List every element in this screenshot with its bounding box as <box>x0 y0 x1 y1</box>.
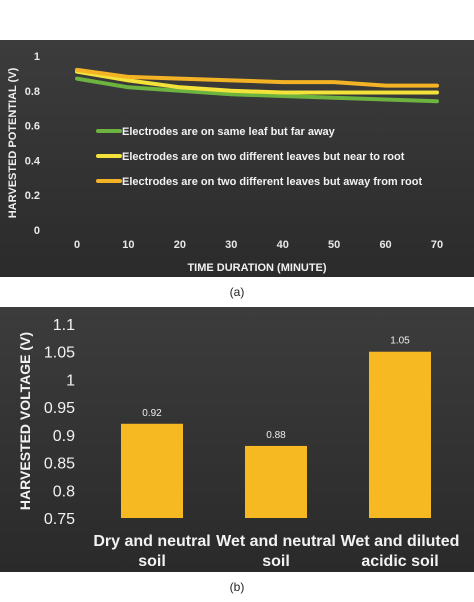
x-tick-label: 20 <box>174 239 186 251</box>
x-tick-label: 50 <box>328 239 340 251</box>
y-axis-title: HARVESTED POTENTIAL (V) <box>7 67 19 218</box>
y-tick-label: 1 <box>66 372 75 389</box>
bar-1 <box>121 423 183 518</box>
y-tick-label: 0.85 <box>44 456 75 473</box>
bar-chart-panel: 0.75 0.8 0.85 0.9 0.95 1 1.05 1.1 HARVESTED VOLT… <box>0 307 474 572</box>
category-label: soil <box>138 553 166 570</box>
y-tick-label: 0.8 <box>25 86 40 98</box>
y-tick-label: 0.2 <box>25 190 40 202</box>
x-tick-label: 0 <box>74 239 80 251</box>
caption-b: (b) <box>229 580 245 594</box>
x-tick-label: 70 <box>431 239 443 251</box>
y-axis-title: HARVESTED VOLTAGE (V) <box>17 332 33 510</box>
x-tick-label: 10 <box>122 239 134 251</box>
x-axis-title: TIME DURATION (MINUTE) <box>187 262 326 274</box>
y-tick-label: 0.95 <box>44 400 75 417</box>
bar-value-label: 0.88 <box>266 430 286 441</box>
caption-a: (a) <box>229 285 245 299</box>
series-line-1 <box>75 76 439 104</box>
bar-value-label: 0.92 <box>142 408 162 419</box>
x-tick-label: 30 <box>225 239 237 251</box>
bar-chart: 0.75 0.8 0.85 0.9 0.95 1 1.05 1.1 HARVESTED VOLT… <box>17 317 460 570</box>
y-tick-label: 0.9 <box>53 428 75 445</box>
line-chart-panel: 0 0.2 0.4 0.6 0.8 1 0 10 20 30 40 50 60 70 TIME DURATI… <box>0 40 474 277</box>
y-tick-label: 0 <box>34 225 40 237</box>
bar-value-label: 1.05 <box>390 336 410 347</box>
y-tick-label: 0.6 <box>25 121 40 133</box>
y-tick-label: 1 <box>34 51 40 63</box>
series-line-3 <box>75 67 439 88</box>
series-line-2 <box>75 69 439 95</box>
y-tick-label: 1.05 <box>44 345 75 362</box>
category-label: Wet and diluted <box>341 533 460 550</box>
y-tick-label: 0.4 <box>25 155 41 167</box>
legend-label-3: Electrodes are on two different leaves b… <box>122 176 422 188</box>
x-tick-label: 40 <box>277 239 289 251</box>
category-label: Wet and neutral <box>216 533 336 550</box>
category-label: acidic soil <box>361 553 438 570</box>
y-tick-label: 1.1 <box>53 317 75 334</box>
legend-label-1: Electrodes are on same leaf but far away <box>122 126 336 138</box>
legend-label-2: Electrodes are on two different leaves b… <box>122 151 405 163</box>
bar-2 <box>245 445 307 518</box>
category-label: soil <box>262 553 290 570</box>
y-tick-label: 0.8 <box>53 483 75 500</box>
bar-3 <box>369 351 431 518</box>
x-tick-label: 60 <box>379 239 391 251</box>
category-label: Dry and neutral <box>93 533 210 550</box>
y-tick-label: 0.75 <box>44 511 75 528</box>
